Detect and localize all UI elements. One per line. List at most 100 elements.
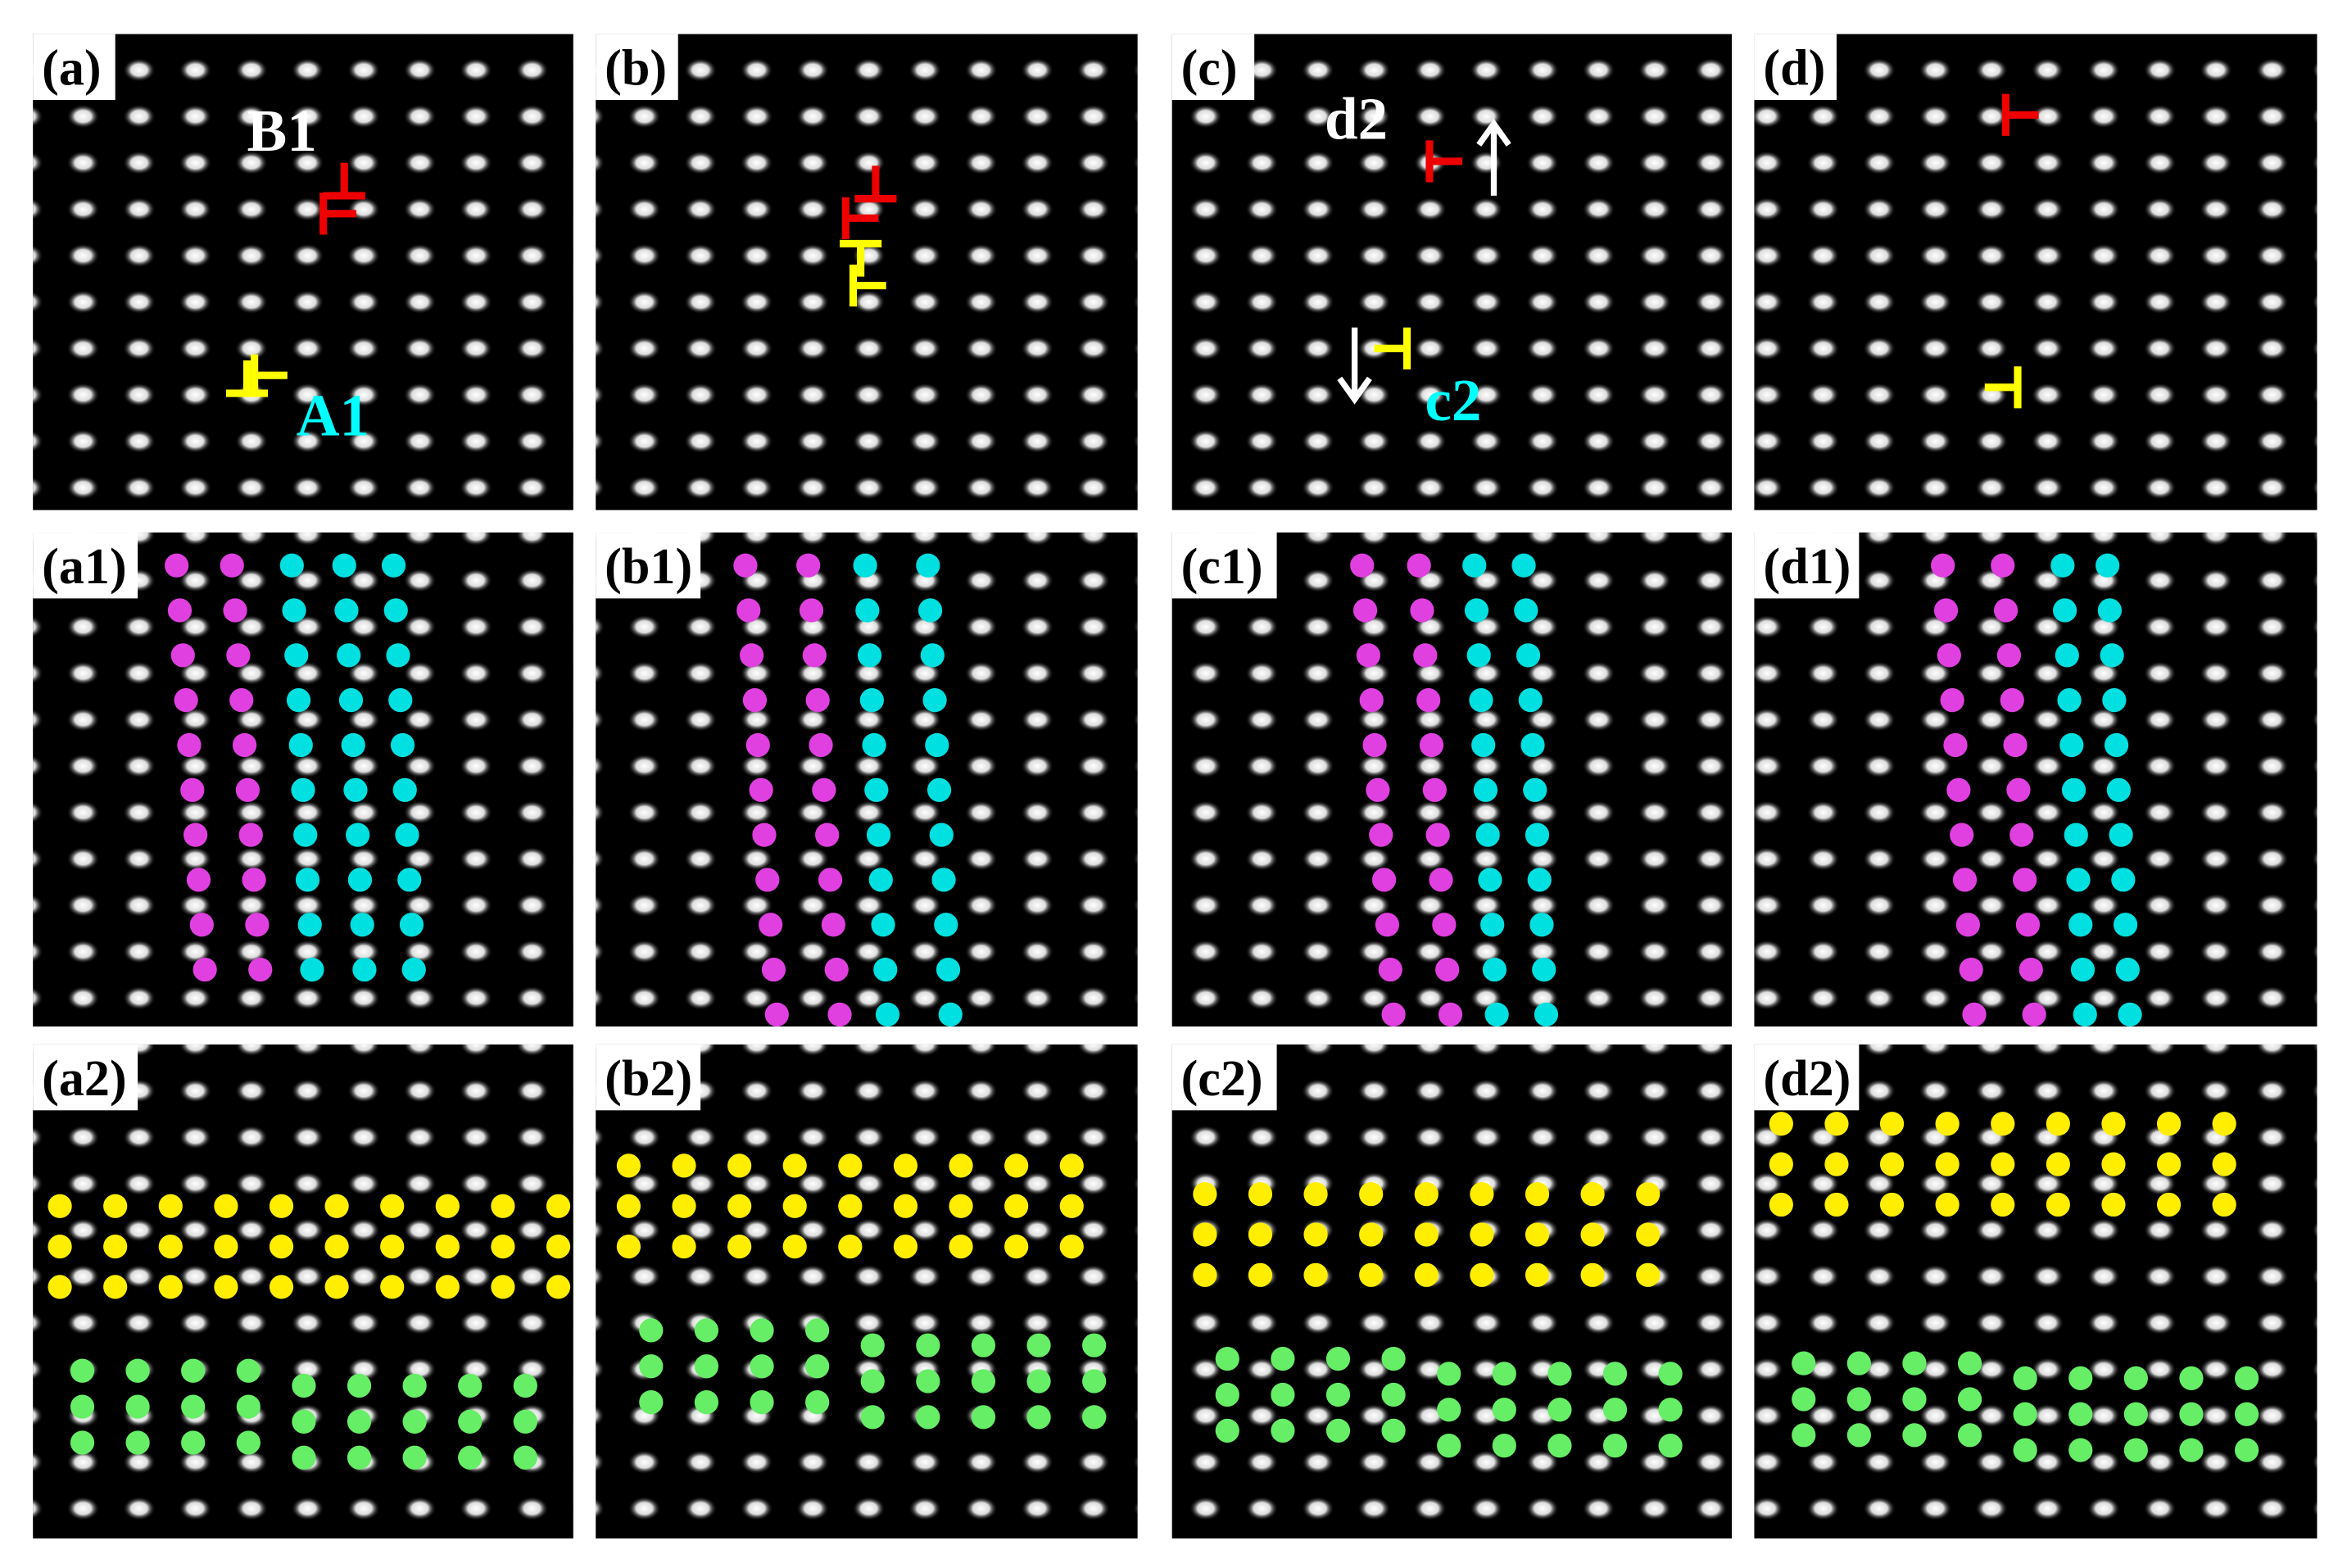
- marker-dot: [2104, 732, 2129, 758]
- marker-dot: [297, 913, 322, 937]
- marker-dot: [1466, 643, 1491, 668]
- marker-dot: [292, 1409, 316, 1434]
- marker-dot: [2046, 1192, 2070, 1217]
- marker-dot: [291, 777, 315, 802]
- marker-dot: [929, 823, 954, 847]
- marker-dot: [223, 598, 247, 623]
- marker-dot: [1059, 1234, 1084, 1259]
- marker-dot: [1525, 1262, 1550, 1287]
- marker-dot: [546, 1275, 571, 1299]
- marker-dot: [347, 1373, 372, 1398]
- marker-dot: [1350, 553, 1375, 578]
- marker-dot: [1636, 1182, 1661, 1207]
- marker-dot: [1991, 1192, 2015, 1217]
- marker-dot: [1381, 1002, 1406, 1027]
- marker-dot: [402, 1409, 427, 1434]
- marker-dot: [1937, 643, 1961, 668]
- marker-dot: [1957, 1423, 1982, 1448]
- marker-dot: [402, 1445, 427, 1470]
- marker-dot: [1769, 1192, 1793, 1217]
- marker-dot: [380, 1194, 405, 1218]
- marker-dot: [2073, 1002, 2097, 1027]
- marker-dot: [248, 957, 273, 982]
- marker-dot: [1959, 957, 1983, 982]
- marker-dot: [402, 1373, 427, 1398]
- marker-dot: [1879, 1192, 1905, 1217]
- marker-dot: [1523, 777, 1547, 802]
- marker-dot: [1952, 868, 1978, 892]
- marker-dot: [1478, 868, 1502, 892]
- dislocation-symbol: [2001, 93, 2039, 136]
- marker-dot: [971, 1405, 996, 1430]
- marker-dot: [1658, 1433, 1683, 1458]
- marker-dot: [214, 1234, 238, 1259]
- marker-dot: [639, 1354, 664, 1379]
- marker-dot: [1435, 957, 1460, 982]
- marker-dot: [324, 1194, 349, 1218]
- marker-dot: [324, 1234, 349, 1259]
- marker-dot: [1026, 1333, 1051, 1357]
- marker-dot: [1547, 1362, 1572, 1386]
- marker-dot: [1359, 1262, 1384, 1287]
- lattice: [596, 34, 1138, 510]
- marker-dot: [2123, 1366, 2148, 1391]
- marker-dot: [193, 957, 217, 982]
- marker-dot: [232, 732, 257, 758]
- marker-dot: [343, 777, 368, 802]
- panel-label: (d): [1763, 41, 1825, 97]
- marker-dot: [1658, 1398, 1683, 1422]
- marker-dot: [1371, 868, 1397, 892]
- marker-dot: [347, 868, 373, 892]
- marker-dot: [347, 1409, 372, 1434]
- marker-dot: [2096, 553, 2120, 578]
- marker-dot: [236, 1430, 261, 1455]
- marker-dot: [796, 553, 821, 578]
- marker-dot: [639, 1390, 664, 1415]
- marker-dot: [1636, 1222, 1661, 1247]
- marker-dot: [1935, 1192, 1960, 1217]
- marker-dot: [1059, 1194, 1084, 1218]
- marker-dot: [1378, 957, 1402, 982]
- marker-dot: [2070, 957, 2096, 982]
- marker-dot: [2068, 1438, 2093, 1462]
- marker-dot: [1993, 598, 2019, 623]
- marker-dot: [742, 688, 768, 713]
- marker-dot: [782, 1194, 807, 1218]
- dislocation-symbol: [1984, 366, 2022, 409]
- marker-dot: [1410, 598, 1434, 623]
- marker-dot: [269, 1275, 294, 1299]
- marker-dot: [1366, 777, 1390, 802]
- marker-dot: [949, 1153, 973, 1178]
- marker-dot: [1527, 868, 1552, 892]
- marker-dot: [893, 1153, 918, 1178]
- marker-dot: [1303, 1182, 1328, 1207]
- dislocation-symbol: [841, 197, 879, 239]
- marker-dot: [2068, 1402, 2093, 1426]
- marker-dot: [2013, 1402, 2037, 1426]
- marker-dot: [2097, 598, 2123, 623]
- marker-dot: [949, 1194, 973, 1218]
- marker-dot: [1059, 1153, 1084, 1178]
- marker-dot: [1381, 1382, 1406, 1407]
- marker-dot: [866, 823, 891, 847]
- marker-dot: [236, 1394, 261, 1419]
- marker-dot: [1950, 823, 1974, 847]
- marker-dot: [1215, 1418, 1239, 1443]
- marker-dot: [164, 553, 189, 578]
- marker-dot: [2006, 777, 2031, 802]
- marker-dot: [1991, 1112, 2015, 1136]
- marker-dot: [2179, 1366, 2204, 1391]
- label-box: [1171, 532, 1277, 599]
- label-box: [33, 532, 138, 599]
- marker-dot: [1580, 1182, 1605, 1207]
- marker-dot: [805, 688, 830, 713]
- dislocation-symbol: [854, 165, 897, 203]
- marker-dot: [395, 823, 419, 847]
- marker-dot: [1518, 688, 1543, 713]
- marker-dot: [1416, 688, 1441, 713]
- marker-dot: [2113, 913, 2138, 937]
- marker-dot: [864, 777, 889, 802]
- marker-dot: [2179, 1438, 2204, 1462]
- marker-dot: [1422, 777, 1447, 802]
- marker-dot: [1407, 553, 1431, 578]
